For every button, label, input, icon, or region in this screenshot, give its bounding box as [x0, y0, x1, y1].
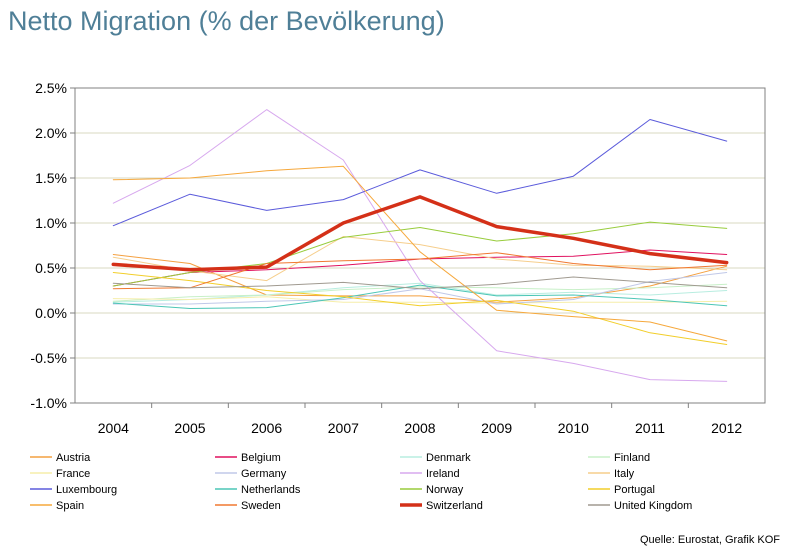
legend: Austria Belgium Denmark Finland France German… [30, 452, 692, 512]
legend-label: Spain [56, 500, 84, 512]
source-note: Quelle: Eurostat, Grafik KOF [640, 534, 780, 546]
series-line-spain [112, 165, 728, 342]
series-line-netherlands [112, 284, 728, 309]
legend-label: Ireland [426, 468, 460, 480]
gridlines [75, 132, 765, 359]
legend-label: Belgium [241, 452, 281, 464]
series-line-denmark [112, 282, 728, 303]
plot-frame [74, 87, 766, 404]
series-line-finland [112, 283, 728, 302]
y-tick-label: 1.0% [35, 215, 67, 231]
legend-label: Netherlands [241, 484, 301, 496]
plot-border [74, 87, 766, 404]
series-line-norway [112, 221, 728, 287]
x-tick-label: 2008 [404, 420, 435, 436]
series-line-france [112, 296, 728, 304]
legend-label: Portugal [614, 484, 655, 496]
series-line-italy [112, 236, 728, 282]
series-line-austria [112, 254, 728, 303]
series-line-luxembourg [112, 119, 728, 227]
x-axis: 2004 2005 2006 2007 2008 2009 2010 2011 2012 [98, 403, 742, 436]
series-line-portugal [112, 272, 728, 345]
chart-title: Netto Migration (% der Bevölkerung) [8, 6, 445, 36]
legend-label: Denmark [426, 452, 471, 464]
legend-label: Sweden [241, 500, 281, 512]
x-tick-label: 2007 [328, 420, 359, 436]
legend-label: Italy [614, 468, 635, 480]
legend-label: United Kingdom [614, 500, 692, 512]
x-tick-label: 2005 [174, 420, 205, 436]
legend-label: Switzerland [426, 500, 483, 512]
y-tick-label: 0.5% [35, 260, 67, 276]
x-tick-label: 2004 [98, 420, 129, 436]
legend-label: Austria [56, 452, 91, 464]
legend-label: Norway [426, 484, 464, 496]
legend-label: France [56, 468, 90, 480]
y-tick-label: 2.0% [35, 125, 67, 141]
y-tick-label: 0.0% [35, 305, 67, 321]
y-axis: 2.5% 2.0% 1.5% 1.0% 0.5% 0.0% -0.5% -1.0% [30, 80, 75, 411]
y-tick-label: 2.5% [35, 80, 67, 96]
y-tick-label: -0.5% [30, 350, 67, 366]
legend-label: Luxembourg [56, 484, 117, 496]
series-line-united-kingdom [112, 276, 728, 290]
x-tick-label: 2010 [558, 420, 589, 436]
x-tick-label: 2011 [635, 420, 665, 436]
series-lines [111, 109, 729, 382]
y-tick-label: 1.5% [35, 170, 67, 186]
legend-label: Finland [614, 452, 650, 464]
y-tick-label: -1.0% [30, 395, 67, 411]
series-line-switzerland [111, 195, 729, 272]
x-tick-label: 2006 [251, 420, 282, 436]
series-line-ireland [112, 109, 728, 382]
series-line-sweden [112, 252, 728, 290]
legend-label: Germany [241, 468, 287, 480]
x-tick-label: 2009 [481, 420, 512, 436]
x-tick-label: 2012 [711, 420, 742, 436]
